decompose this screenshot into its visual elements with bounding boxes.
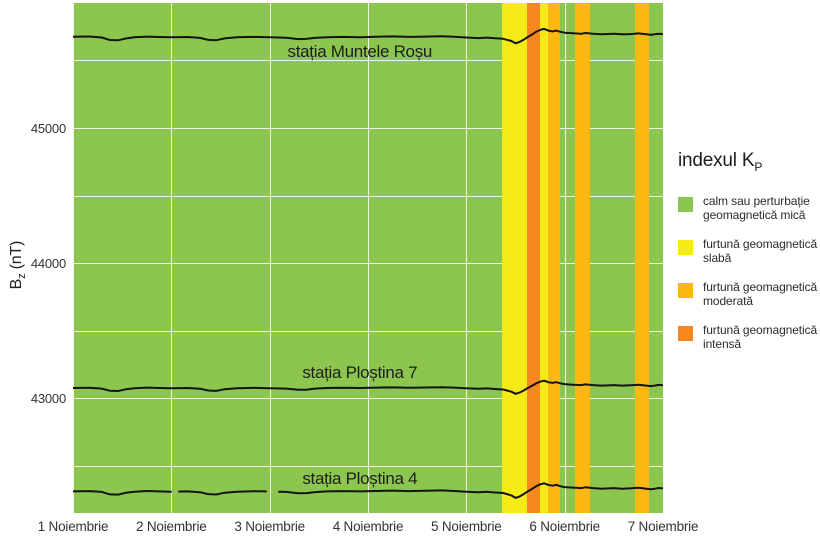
legend-item-label-line1: calm sau perturbație (703, 193, 810, 208)
x-tick-label: 3 Noiembrie (234, 519, 305, 534)
plot-area: stația Muntele Roșu stația Ploștina 7 staț… (73, 3, 663, 513)
legend-item-moderata: furtună geomagnetică moderată (678, 280, 818, 308)
grid-line-vertical (368, 3, 369, 513)
legend-item-label-line2: moderată (703, 293, 753, 308)
legend-item-slaba: furtună geomagnetică slabă (678, 237, 818, 265)
legend-item-label: furtună geomagnetică intensă (703, 323, 817, 351)
x-tick-label: 4 Noiembrie (332, 519, 404, 534)
legend-item-label: calm sau perturbație geomagnetică mică (703, 194, 810, 222)
trace-muntele-rosu (73, 27, 663, 45)
x-tick-label: 1 Noiembrie (37, 519, 109, 534)
x-tick-label: 2 Noiembrie (136, 519, 207, 534)
legend-title: indexul KP (678, 150, 818, 174)
legend-title-subscript: P (754, 159, 763, 174)
legend-item-label-line2: slabă (703, 250, 732, 265)
kp-band-intensa (527, 3, 541, 513)
trace-plostina-4 (178, 490, 267, 496)
station-label-plostina-7: stația Ploștina 7 (302, 362, 418, 382)
legend-swatch-moderata (678, 282, 693, 298)
y-tick-label: 44000 (30, 256, 66, 272)
legend-swatch-intensa (678, 325, 693, 341)
y-tick-label: 43000 (30, 391, 66, 407)
grid-line-vertical (73, 3, 74, 513)
grid-line-vertical (171, 3, 173, 513)
x-tick-label: 5 Noiembrie (431, 519, 502, 534)
y-tick-label: 45000 (30, 121, 66, 136)
legend-item-label-line1: furtună geomagnetică (703, 322, 818, 337)
legend-items: calm sau perturbație geomagnetică mică fur… (678, 194, 818, 351)
station-label-plostina-4: stația Ploștina 4 (302, 469, 418, 489)
legend-swatch-slaba (678, 239, 693, 255)
legend-item-calm: calm sau perturbație geomagnetică mică (678, 194, 818, 222)
station-label-muntele-rosu: stația Muntele Roșu (287, 42, 433, 62)
legend-title-text: indexul K (678, 150, 755, 171)
grid-line-vertical (466, 3, 468, 513)
grid-line-vertical (269, 3, 271, 513)
y-axis-title-subscript: z (16, 273, 29, 279)
trace-plostina-7 (73, 379, 663, 395)
legend-item-intensa: furtună geomagnetică intensă (678, 323, 818, 351)
y-axis-title-symbol: B (7, 278, 25, 290)
trace-plostina-4 (278, 482, 663, 499)
legend-item-label: furtună geomagnetică slabă (703, 237, 817, 265)
trace-plostina-4 (73, 490, 172, 496)
legend-item-label-line2: intensă (703, 336, 741, 351)
legend-item-label-line1: furtună geomagnetică (703, 236, 818, 251)
kp-legend: indexul KP calm sau perturbație geomagnet… (678, 150, 818, 366)
kp-band-slaba (540, 3, 549, 513)
traces-layer (73, 27, 663, 499)
x-tick-label: 7 Noiembrie (627, 519, 699, 534)
grid-line-vertical (564, 3, 566, 513)
x-tick-label: 6 Noiembrie (529, 519, 600, 534)
kp-band-moderata (548, 3, 561, 513)
legend-swatch-calm (678, 196, 693, 212)
legend-item-label-line1: furtună geomagnetică (703, 279, 818, 294)
legend-item-label: furtună geomagnetică moderată (703, 280, 817, 308)
kp-band-slaba (502, 3, 527, 513)
legend-item-label-line2: geomagnetică mică (703, 207, 806, 222)
